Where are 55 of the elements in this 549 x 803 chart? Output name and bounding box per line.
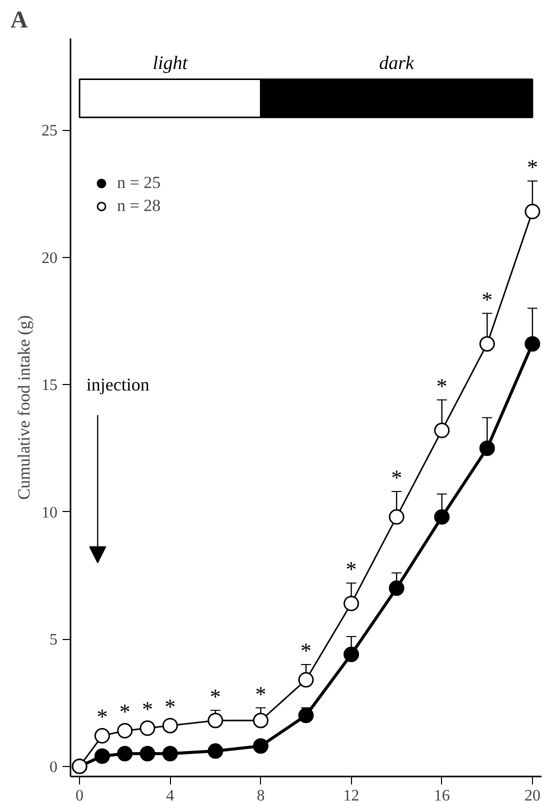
annotation: * — [96, 704, 108, 730]
point — [140, 720, 156, 736]
point — [252, 712, 268, 728]
annotation: * — [436, 373, 448, 398]
point — [524, 336, 540, 352]
point — [298, 708, 314, 724]
point — [298, 672, 314, 688]
legend-label: n = 28 — [117, 196, 161, 216]
point — [140, 746, 156, 762]
point — [252, 738, 268, 754]
x-tick-label: 20 — [524, 788, 540, 803]
legend-label: n = 25 — [117, 173, 161, 193]
point — [388, 509, 404, 525]
y-tick-label: 10 — [42, 504, 58, 522]
annotation: injection — [86, 374, 150, 395]
point — [434, 422, 450, 438]
annotation: * — [255, 681, 266, 706]
point — [208, 743, 224, 759]
annotation: * — [210, 684, 221, 709]
point — [94, 728, 110, 744]
text: A — [10, 8, 28, 34]
annotation: * — [346, 556, 357, 582]
point — [344, 596, 360, 612]
annotation: * — [119, 699, 130, 724]
point — [162, 746, 178, 762]
annotation: * — [526, 154, 538, 180]
point — [479, 440, 495, 456]
annotation: * — [482, 286, 493, 312]
point — [94, 748, 110, 764]
y-tick-label: 15 — [42, 377, 58, 394]
x-tick-label: 16 — [434, 788, 450, 803]
y-tick-label: 25 — [42, 122, 58, 140]
y-tick-label: 20 — [42, 250, 58, 267]
x-tick-label: 4 — [166, 788, 174, 803]
x-tick-label: 8 — [256, 788, 265, 803]
point — [208, 712, 224, 728]
point — [434, 509, 450, 525]
point — [344, 646, 360, 662]
point — [524, 204, 540, 220]
y-tick-label: 5 — [50, 632, 58, 649]
x-tick-label: 12 — [343, 788, 360, 803]
band-label: light — [152, 53, 188, 74]
band-label: dark — [379, 53, 415, 74]
point — [479, 336, 495, 352]
point — [162, 718, 178, 734]
y-tick-label: 0 — [50, 758, 58, 776]
annotation: * — [300, 638, 312, 664]
point — [117, 722, 133, 738]
x-tick-label: 0 — [76, 788, 84, 803]
point — [117, 746, 133, 762]
annotation: * — [164, 694, 176, 720]
y-axis-title: Cumulative food intake (g) — [14, 315, 34, 500]
point — [388, 580, 404, 596]
annotation: * — [391, 464, 402, 490]
annotation: * — [142, 696, 153, 722]
